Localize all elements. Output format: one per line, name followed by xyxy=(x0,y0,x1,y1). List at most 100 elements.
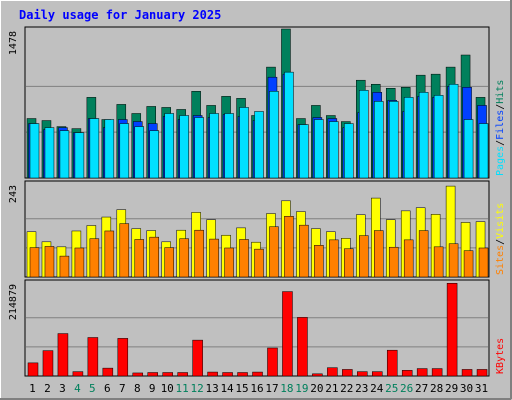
pages-bar xyxy=(269,91,279,179)
legend-panel-2: Sites/Visits xyxy=(495,203,506,275)
kbytes-bar xyxy=(431,368,443,377)
x-tick-label: 21 xyxy=(325,382,338,395)
sites-bar xyxy=(314,245,324,278)
x-tick-label: 10 xyxy=(161,382,174,395)
x-tick-label: 3 xyxy=(59,382,66,395)
legend-label: / xyxy=(495,239,506,245)
sites-bar xyxy=(254,248,264,278)
x-tick-label: 18 xyxy=(280,382,293,395)
kbytes-bar xyxy=(401,370,413,377)
legend-label: Sites xyxy=(495,245,506,275)
kbytes-bar xyxy=(162,372,173,377)
sites-bar xyxy=(269,226,279,278)
x-tick-label: 22 xyxy=(340,382,353,395)
legend-label: Files xyxy=(495,110,506,140)
x-tick-label: 30 xyxy=(460,382,473,395)
x-tick-label: 28 xyxy=(430,382,443,395)
pages-bar xyxy=(448,83,459,179)
sites-bar xyxy=(164,247,174,278)
pages-bar xyxy=(179,115,189,179)
legend-label: KBytes xyxy=(495,338,506,374)
x-tick-label: 11 xyxy=(176,382,189,395)
sites-bar xyxy=(224,247,234,278)
x-tick-label: 5 xyxy=(89,382,96,395)
chart-panels: 1478Pages/Files/Hits243Sites/Visits21487… xyxy=(8,26,506,395)
pages-bar xyxy=(254,111,264,179)
kbytes-bar xyxy=(416,368,428,377)
legend-label: / xyxy=(495,104,506,110)
x-tick-label: 17 xyxy=(265,382,278,395)
sites-bar xyxy=(418,230,429,278)
kbytes-bar xyxy=(147,372,158,377)
pages-bar xyxy=(344,123,354,179)
sites-bar xyxy=(119,223,130,278)
pages-bar xyxy=(478,123,489,179)
pages-bar xyxy=(149,130,159,179)
x-tick-label: 9 xyxy=(149,382,156,395)
sites-bar xyxy=(448,243,459,278)
x-tick-label: 4 xyxy=(74,382,81,395)
pages-bar xyxy=(134,126,145,179)
x-tick-label: 25 xyxy=(385,382,398,395)
x-tick-label: 24 xyxy=(370,382,384,395)
legend-panel-1: Pages/Files/Hits xyxy=(495,80,506,176)
sites-bar xyxy=(374,230,384,278)
kbytes-bar xyxy=(222,372,233,377)
legend-label: Pages xyxy=(495,146,506,176)
sites-bar xyxy=(89,238,100,278)
kbytes-bar xyxy=(297,317,308,377)
x-tick-label: 29 xyxy=(445,382,458,395)
x-tick-label: 15 xyxy=(235,382,248,395)
x-tick-label: 7 xyxy=(119,382,126,395)
pages-bar xyxy=(314,119,324,179)
kbytes-bar xyxy=(372,371,383,377)
kbytes-bar xyxy=(327,367,338,377)
kbytes-bar xyxy=(27,362,39,377)
kbytes-bar xyxy=(446,283,458,377)
kbytes-bar xyxy=(386,349,398,377)
kbytes-bar xyxy=(57,333,69,377)
kbytes-bar xyxy=(357,371,368,377)
x-tick-label: 23 xyxy=(355,382,368,395)
pages-bar xyxy=(433,95,444,179)
kbytes-bar xyxy=(267,347,278,377)
sites-bar xyxy=(134,239,145,278)
pages-bar xyxy=(74,132,85,179)
y-max-label: 243 xyxy=(8,185,19,203)
sites-bar xyxy=(209,238,219,278)
sites-bar xyxy=(29,247,40,278)
sites-bar xyxy=(299,224,309,278)
pages-bar xyxy=(164,113,174,179)
kbytes-bar xyxy=(342,369,353,377)
sites-bar xyxy=(179,238,189,278)
kbytes-bar xyxy=(177,372,188,377)
pages-bar xyxy=(119,123,130,179)
pages-bar xyxy=(194,117,204,179)
pages-bar xyxy=(239,107,249,179)
pages-bar xyxy=(29,123,40,179)
x-tick-label: 19 xyxy=(295,382,308,395)
x-tick-label: 8 xyxy=(134,382,141,395)
pages-bar xyxy=(388,101,399,179)
y-max-label: 214879 xyxy=(8,284,19,320)
sites-bar xyxy=(344,248,354,278)
sites-bar xyxy=(388,246,399,278)
sites-bar xyxy=(239,239,249,278)
pages-bar xyxy=(359,90,369,179)
chart-title: Daily usage for January 2025 xyxy=(19,8,221,22)
x-tick-label: 26 xyxy=(400,382,413,395)
sites-bar xyxy=(194,229,204,278)
x-tick-label: 1 xyxy=(29,382,36,395)
legend-label: Visits xyxy=(495,203,506,239)
x-tick-label: 14 xyxy=(220,382,234,395)
kbytes-bar xyxy=(252,371,263,377)
sites-bar xyxy=(284,216,294,278)
pages-bar xyxy=(89,118,100,179)
sites-bar xyxy=(59,255,70,278)
x-tick-label: 20 xyxy=(310,382,323,395)
pages-bar xyxy=(104,119,115,179)
x-tick-label: 16 xyxy=(250,382,263,395)
pages-bar xyxy=(374,101,384,179)
